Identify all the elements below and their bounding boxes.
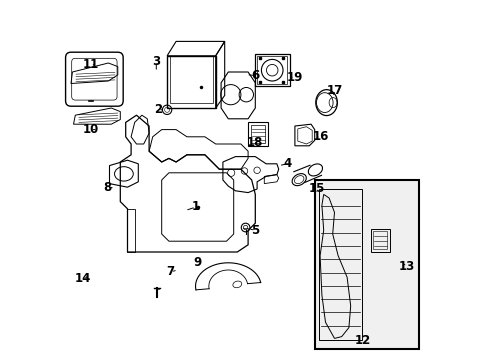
Text: 16: 16 xyxy=(312,130,328,143)
Bar xyxy=(370,229,389,252)
Text: 17: 17 xyxy=(326,84,343,96)
Text: 14: 14 xyxy=(75,273,91,285)
Text: 3: 3 xyxy=(152,55,160,68)
Text: 15: 15 xyxy=(307,183,324,195)
Text: 11: 11 xyxy=(82,58,99,71)
Text: 9: 9 xyxy=(193,256,202,269)
Text: 1: 1 xyxy=(191,201,200,213)
Text: 12: 12 xyxy=(354,334,370,347)
Bar xyxy=(170,56,212,103)
Text: 7: 7 xyxy=(166,265,174,278)
Bar xyxy=(373,231,386,249)
Text: 10: 10 xyxy=(82,123,99,136)
Bar xyxy=(250,125,265,143)
Text: 18: 18 xyxy=(246,136,263,149)
Text: 19: 19 xyxy=(286,71,303,84)
Text: 13: 13 xyxy=(398,260,414,273)
Text: 4: 4 xyxy=(283,157,291,170)
Text: 2: 2 xyxy=(154,103,162,116)
Text: 8: 8 xyxy=(102,181,111,194)
Bar xyxy=(314,180,418,349)
Text: 6: 6 xyxy=(251,69,259,82)
Bar xyxy=(257,56,287,84)
Bar xyxy=(318,189,362,340)
Text: 5: 5 xyxy=(251,224,259,237)
Bar xyxy=(167,56,215,108)
Bar xyxy=(255,54,289,86)
Bar xyxy=(247,122,267,146)
